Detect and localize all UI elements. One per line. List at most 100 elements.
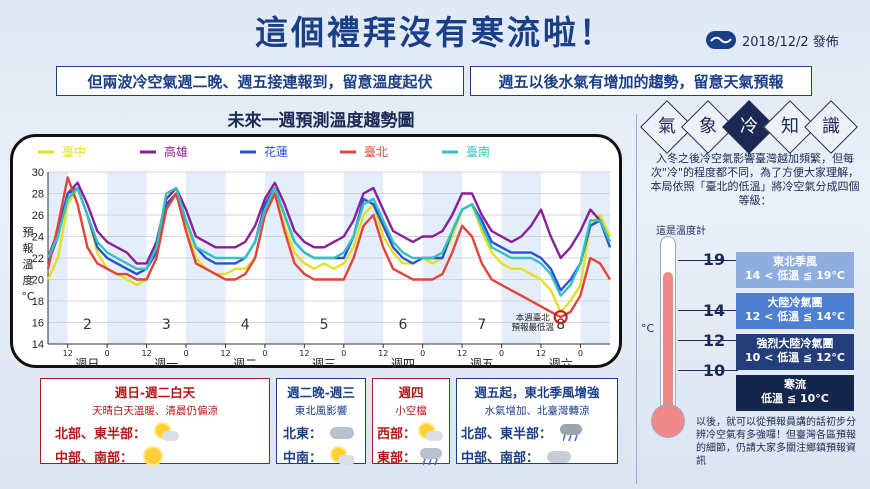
banner-right: 週五以後水氣有增加的趨勢，留意天氣預報	[470, 66, 812, 96]
x-hour-label: 12	[457, 349, 467, 358]
threshold-tick	[678, 340, 738, 341]
x-hour-label: 12	[299, 349, 309, 358]
sun-cloud-icon	[418, 422, 446, 442]
min-temp-annotation: 預報最低溫	[511, 322, 554, 333]
day-number: 3	[162, 317, 171, 333]
day-number: 6	[398, 317, 407, 333]
panel-header: 週四	[398, 385, 424, 400]
forecast-panel-sun-tue: 週日-週二白天 天晴白天溫暖、清晨仍偏涼 北部、東半部： 中部、南部：	[40, 378, 270, 466]
weekday-label: 週五	[470, 357, 494, 368]
x-hour-label: 0	[578, 349, 583, 358]
level-range: 14 < 低溫 ≦ 19°C	[745, 269, 845, 282]
weekday-label: 週三	[312, 357, 336, 368]
x-hour-label: 12	[142, 349, 152, 358]
weekday-label: 週二	[233, 357, 257, 368]
cloud-rain-icon	[418, 446, 446, 466]
series-line	[46, 176, 612, 319]
panel-header: 週日-週二白天	[114, 385, 196, 400]
legend-label: 花蓮	[264, 144, 288, 159]
x-hour-label: 0	[341, 349, 346, 358]
cold-level-strong-continental: 強烈大陸冷氣團 10 < 低溫 ≦ 12°C	[736, 334, 854, 370]
keyword-char: 冷	[740, 116, 758, 137]
region-label: 北部、東半部：	[461, 426, 553, 442]
y-tick-label: 30	[32, 167, 44, 179]
keyword-char: 象	[699, 116, 717, 137]
sidebar-divider	[636, 114, 637, 484]
y-tick-label: 24	[32, 232, 44, 244]
day-number: 7	[477, 317, 486, 333]
y-tick-label: 26	[32, 210, 44, 222]
thermometer-label: 這是溫度計	[656, 226, 706, 237]
panel-row: 西部：	[373, 422, 449, 442]
level-range: 10 < 低溫 ≦ 12°C	[745, 351, 845, 364]
threshold-value: 14	[702, 301, 726, 320]
x-hour-label: 12	[378, 349, 388, 358]
y-tick-label: 20	[32, 275, 44, 287]
series-line	[46, 186, 612, 314]
panel-header: 週二晚-週三	[287, 385, 355, 400]
thermometer-bulb	[651, 404, 685, 438]
level-name: 大陸冷氣團	[767, 296, 823, 309]
region-label: 西部：	[377, 426, 417, 442]
x-hour-label: 0	[499, 349, 504, 358]
level-range: 12 < 低溫 ≦ 14°C	[745, 310, 845, 323]
day-number: 4	[241, 317, 250, 333]
sun-icon	[139, 446, 167, 466]
series-line	[46, 181, 612, 265]
threshold-value: 19	[702, 250, 726, 269]
level-name: 寒流	[784, 378, 806, 391]
region-label: 中南：	[283, 450, 323, 466]
day-number: 8	[556, 317, 565, 333]
cwb-logo-icon	[706, 31, 736, 49]
banner-left: 但兩波冷空氣週二晚、週五接連報到，留意溫度起伏	[56, 66, 464, 96]
threshold-value: 10	[702, 361, 726, 380]
publish-info: 2018/12/2 發佈	[706, 30, 866, 50]
cold-level-cold-surge: 寒流 低溫 ≦ 10°C	[736, 375, 854, 411]
keyword-char: 知	[781, 116, 799, 137]
y-axis-label-char: 度	[23, 273, 34, 287]
panel-row: 北部、東半部：	[41, 422, 269, 442]
y-tick-label: 14	[32, 339, 44, 351]
day-number: 5	[320, 317, 329, 333]
cloud-icon	[328, 422, 356, 442]
legend-label: 高雄	[164, 144, 188, 159]
panel-row: 中南：	[277, 446, 365, 466]
panel-row: 中部、南部：	[41, 446, 269, 466]
panel-row: 北部、東半部：	[457, 422, 617, 442]
region-label: 北部、東半部：	[55, 426, 147, 442]
min-temp-marker	[553, 310, 568, 325]
legend-label: 臺南	[466, 144, 490, 159]
sidebar-outro: 以後，就可以從預報員講的話初步分辨冷空氣有多強囉！但臺灣各區預報的細節，仍請大家…	[696, 417, 856, 467]
panel-sub: 東北風影響	[294, 405, 348, 417]
region-label: 中部、南部：	[55, 450, 134, 466]
cold-level-continental: 大陸冷氣團 12 < 低溫 ≦ 14°C	[736, 293, 854, 329]
chart-title: 未來一週預測溫度趨勢圖	[227, 111, 415, 131]
threshold-tick	[678, 260, 738, 261]
region-label: 東部：	[377, 450, 417, 466]
y-axis-label-char: 報	[23, 242, 34, 255]
y-tick-label: 28	[32, 189, 44, 201]
publish-date: 2018/12/2 發佈	[742, 34, 839, 50]
forecast-panel-thu: 週四 小空檔 西部： 東部：	[372, 378, 450, 466]
y-axis-label-char: 溫	[23, 257, 34, 271]
series-line	[46, 186, 612, 297]
level-name: 東北季風	[773, 255, 817, 268]
x-hour-label: 12	[536, 349, 546, 358]
weekday-label: 週六	[549, 357, 573, 368]
weekday-label: 週一	[154, 357, 178, 368]
cloud-icon	[545, 446, 573, 466]
weekday-label: 週日	[75, 357, 99, 368]
threshold-value: 12	[702, 331, 726, 350]
level-range: 低溫 ≦ 10°C	[761, 392, 829, 405]
x-hour-label: 12	[220, 349, 230, 358]
panel-row: 東部：	[373, 446, 449, 466]
panel-row: 中部、南部：	[457, 446, 617, 466]
panel-sub: 天晴白天溫暖、清晨仍偏涼	[92, 405, 218, 417]
x-hour-label: 0	[183, 349, 188, 358]
panel-header: 週五起，東北季風增強	[474, 385, 600, 400]
weekday-label: 週四	[391, 357, 415, 368]
threshold-tick	[678, 370, 738, 371]
x-hour-label: 12	[63, 349, 73, 358]
panel-sub: 小空檔	[395, 405, 427, 417]
